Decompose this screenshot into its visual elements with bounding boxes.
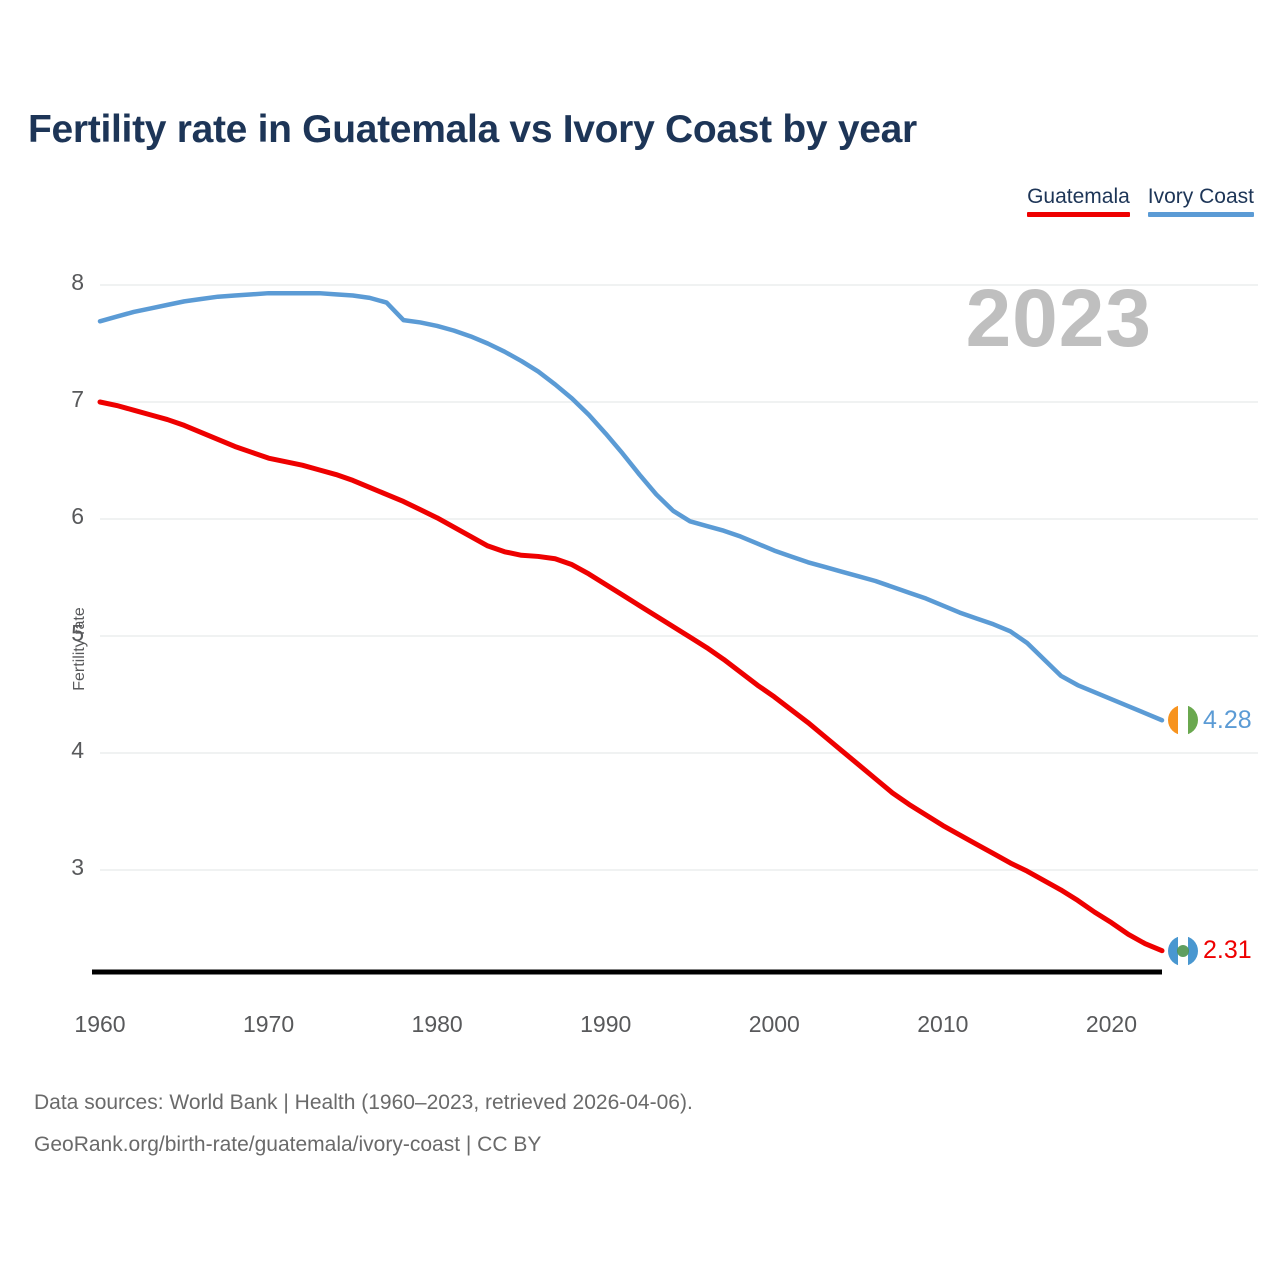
x-axis-tick-label: 2010 bbox=[917, 1011, 969, 1037]
y-axis-tick-label: 7 bbox=[71, 386, 84, 412]
legend-label-ivory-coast: Ivory Coast bbox=[1147, 185, 1254, 208]
x-axis-tick-label: 1960 bbox=[74, 1011, 126, 1037]
x-axis-tick-label: 1970 bbox=[242, 1011, 295, 1037]
ivory-coast-flag-icon bbox=[1168, 705, 1198, 736]
chart-legend: Guatemala Ivory Coast bbox=[1027, 184, 1254, 217]
x-axis-tick-label: 2000 bbox=[748, 1011, 800, 1037]
chart-footer: Data sources: World Bank | Health (1960–… bbox=[34, 1082, 693, 1166]
legend-item-ivory-coast[interactable]: Ivory Coast bbox=[1147, 184, 1254, 217]
endpoint-guatemala: 2.31 bbox=[1168, 935, 1252, 966]
legend-color-swatch-guatemala bbox=[1027, 212, 1130, 217]
x-axis-tick-label: 2020 bbox=[1085, 1011, 1137, 1037]
endpoint-value-ivory-coast: 4.28 bbox=[1203, 705, 1252, 734]
y-axis-tick-label: 5 bbox=[71, 620, 84, 646]
endpoint-ivory-coast: 4.28 bbox=[1168, 705, 1252, 736]
legend-label-guatemala: Guatemala bbox=[1027, 185, 1130, 208]
year-watermark: 2023 bbox=[965, 273, 1152, 364]
legend-color-swatch-ivory-coast bbox=[1147, 212, 1254, 217]
y-axis-title: Fertility rate bbox=[71, 607, 88, 691]
guatemala-emblem-icon bbox=[1177, 944, 1189, 957]
legend-item-guatemala[interactable]: Guatemala bbox=[1027, 184, 1130, 217]
series-line-ivory-coast[interactable] bbox=[97, 290, 1165, 723]
y-axis-tick-label: 6 bbox=[71, 503, 84, 529]
y-axis-tick-label: 4 bbox=[71, 737, 84, 763]
x-axis-tick-label: 1990 bbox=[580, 1011, 632, 1037]
footer-data-sources: Data sources: World Bank | Health (1960–… bbox=[34, 1091, 693, 1114]
endpoint-value-guatemala: 2.31 bbox=[1203, 936, 1252, 965]
x-axis-tick-label: 1980 bbox=[411, 1011, 463, 1037]
y-axis-tick-label: 8 bbox=[71, 269, 84, 295]
footer-attribution[interactable]: GeoRank.org/birth-rate/guatemala/ivory-c… bbox=[34, 1133, 542, 1156]
guatemala-flag-icon bbox=[1168, 935, 1198, 966]
page-title: Fertility rate in Guatemala vs Ivory Coa… bbox=[28, 108, 917, 151]
y-axis-tick-label: 3 bbox=[71, 854, 84, 880]
series-line-guatemala[interactable] bbox=[97, 399, 1165, 954]
